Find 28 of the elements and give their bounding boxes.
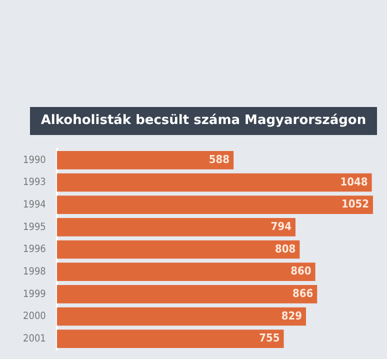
- y-tick-label: 1990: [23, 154, 46, 166]
- y-tick-label: 1993: [23, 177, 46, 188]
- data-label: 860: [290, 264, 312, 278]
- y-tick-label: 1999: [23, 288, 46, 300]
- bar: [56, 173, 372, 192]
- bar: [56, 240, 300, 259]
- chart-title: Alkoholisták becsült száma Magyarországon: [30, 107, 377, 135]
- y-tick-label: 1994: [23, 199, 46, 210]
- y-tick-label: 2001: [23, 333, 46, 344]
- data-label: 829: [281, 309, 302, 322]
- data-label: 1052: [341, 198, 370, 211]
- y-tick-label: 1998: [23, 266, 46, 278]
- data-label: 588: [208, 153, 230, 166]
- bar: [56, 285, 318, 304]
- bar: [56, 218, 296, 236]
- data-label: 794: [270, 220, 292, 234]
- bar: [56, 307, 306, 326]
- data-label: 808: [275, 242, 296, 256]
- y-tick-label: 1996: [23, 244, 46, 256]
- data-label: 866: [292, 287, 314, 300]
- data-label: 1048: [340, 175, 368, 188]
- bar: [56, 151, 234, 170]
- bar: [56, 196, 373, 214]
- data-label: 755: [259, 332, 280, 345]
- y-tick-label: 1995: [23, 222, 46, 233]
- bar: [56, 330, 284, 348]
- bar: [56, 262, 316, 281]
- y-tick-label: 2000: [23, 311, 46, 322]
